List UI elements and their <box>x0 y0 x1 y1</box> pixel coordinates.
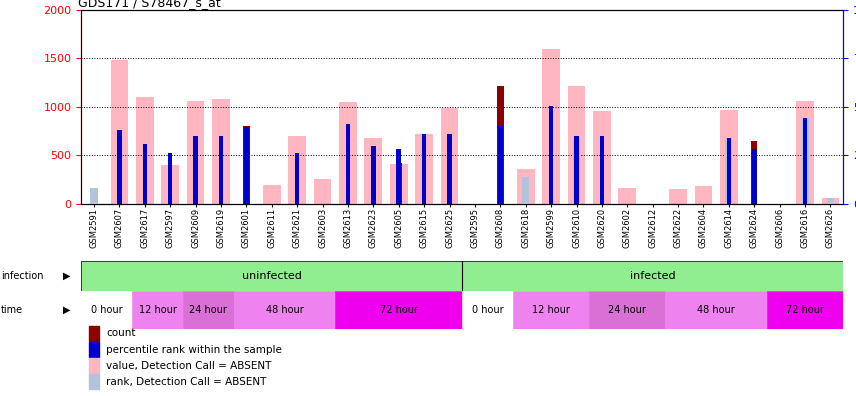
Text: ▶: ▶ <box>62 271 70 281</box>
Bar <box>752 148 757 204</box>
Bar <box>234 291 336 329</box>
Text: 48 hour: 48 hour <box>265 305 303 315</box>
Bar <box>339 102 357 204</box>
Bar <box>395 163 402 204</box>
Bar <box>573 138 580 204</box>
Bar <box>244 127 249 204</box>
Text: 48 hour: 48 hour <box>698 305 735 315</box>
Bar <box>513 291 589 329</box>
Text: GDS171 / S78467_s_at: GDS171 / S78467_s_at <box>78 0 220 9</box>
Bar <box>462 291 513 329</box>
Bar <box>801 118 809 204</box>
Text: value, Detection Call = ABSENT: value, Detection Call = ABSENT <box>106 361 272 371</box>
Bar <box>415 134 433 204</box>
Text: infected: infected <box>630 271 675 281</box>
Bar <box>371 146 376 204</box>
Bar <box>522 177 529 204</box>
Bar <box>669 189 687 204</box>
Bar <box>599 136 604 204</box>
Bar <box>313 179 331 204</box>
Bar <box>117 130 122 204</box>
Bar <box>517 169 535 204</box>
Text: infection: infection <box>1 271 44 281</box>
Bar <box>218 136 223 204</box>
Text: 24 hour: 24 hour <box>189 305 227 315</box>
Bar <box>81 261 462 291</box>
Bar <box>336 291 462 329</box>
Bar <box>497 86 503 204</box>
Bar <box>727 138 731 204</box>
Text: 12 hour: 12 hour <box>139 305 176 315</box>
Bar <box>187 101 205 204</box>
Bar <box>243 126 250 204</box>
Bar <box>89 358 98 373</box>
Bar <box>365 138 383 204</box>
Bar <box>89 375 98 389</box>
Bar <box>193 136 198 204</box>
Bar <box>665 291 767 329</box>
Bar <box>568 86 586 204</box>
Bar <box>183 291 234 329</box>
Bar <box>549 106 554 204</box>
Text: 0 hour: 0 hour <box>91 305 122 315</box>
Bar <box>110 60 128 204</box>
Bar <box>132 291 183 329</box>
Bar <box>574 136 579 204</box>
Bar <box>725 138 733 204</box>
Bar <box>618 188 636 204</box>
Bar <box>589 291 665 329</box>
Bar <box>694 187 712 204</box>
Bar <box>447 134 452 204</box>
Text: rank, Detection Call = ABSENT: rank, Detection Call = ABSENT <box>106 377 267 387</box>
Text: 12 hour: 12 hour <box>532 305 570 315</box>
Bar <box>168 154 173 204</box>
Bar <box>751 141 758 204</box>
Bar <box>89 342 98 357</box>
Bar <box>720 110 738 204</box>
Bar <box>462 261 843 291</box>
Bar <box>803 118 807 204</box>
Text: time: time <box>1 305 23 315</box>
Bar <box>136 97 154 204</box>
Text: 24 hour: 24 hour <box>609 305 646 315</box>
Bar <box>212 99 230 204</box>
Text: count: count <box>106 328 136 339</box>
Bar <box>161 165 179 204</box>
Bar <box>796 101 814 204</box>
Bar <box>593 111 611 204</box>
Bar <box>389 164 407 204</box>
Text: ▶: ▶ <box>62 305 70 315</box>
Bar <box>767 291 843 329</box>
Bar <box>422 134 426 204</box>
Bar <box>263 185 281 204</box>
Text: percentile rank within the sample: percentile rank within the sample <box>106 345 282 354</box>
Text: 0 hour: 0 hour <box>472 305 503 315</box>
Bar <box>294 154 300 204</box>
Bar <box>498 126 502 204</box>
Bar <box>822 198 840 204</box>
Text: 72 hour: 72 hour <box>380 305 418 315</box>
Bar <box>81 291 132 329</box>
Bar <box>89 326 98 341</box>
Bar <box>142 144 147 204</box>
Text: 72 hour: 72 hour <box>786 305 824 315</box>
Bar <box>346 124 350 204</box>
Bar <box>288 136 306 204</box>
Bar <box>91 188 98 204</box>
Bar <box>441 108 459 204</box>
Text: uninfected: uninfected <box>242 271 301 281</box>
Bar <box>542 49 560 204</box>
Bar <box>827 198 834 204</box>
Bar <box>396 148 401 204</box>
